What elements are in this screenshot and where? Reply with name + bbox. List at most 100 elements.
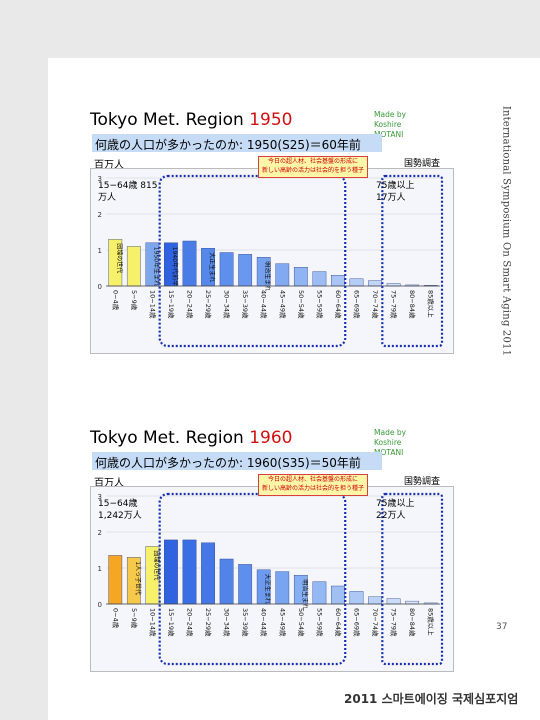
side-text: International Symposium On Smart Aging 2… xyxy=(500,105,512,357)
bar xyxy=(275,571,290,605)
elderly-label: 75歳以上 22万人 xyxy=(376,499,415,521)
x-tick-label: 15−19歳 xyxy=(167,608,176,637)
x-tick-label: 10−14歳 xyxy=(148,608,157,637)
bar-label: 明治生まれ xyxy=(264,261,272,291)
bar xyxy=(349,591,364,605)
bar-label: 1940年代前半 xyxy=(171,247,179,286)
x-tick-label: 10−14歳 xyxy=(148,290,157,319)
page-number: 37 xyxy=(496,622,508,632)
bar xyxy=(312,581,327,605)
x-tick-label: 20−24歳 xyxy=(186,290,195,319)
x-tick-label: 85歳以上 xyxy=(427,608,436,636)
census-label: 国勢調査 xyxy=(404,477,441,487)
x-tick-label: 40−44歳 xyxy=(260,290,269,319)
y-tick-label: 2 xyxy=(98,529,102,537)
red-note-box: 今日の超人材、社会基盤の形成に 新しい高齢の活力は社会的を担う種子 xyxy=(258,156,368,178)
question-bar: 何歳の人口が多かったのか: 1950(S25)＝60年前 xyxy=(92,134,382,152)
bar-label: 団塊の世代 xyxy=(152,550,160,580)
x-tick-label: 30−34歳 xyxy=(223,290,232,319)
bar xyxy=(126,246,141,287)
y-tick-label: 3 xyxy=(98,175,102,183)
bar xyxy=(238,254,253,287)
bar xyxy=(368,280,382,287)
x-tick-label: 70−74歳 xyxy=(371,608,380,637)
bar xyxy=(108,555,123,605)
elderly-highlight xyxy=(381,174,444,348)
footer-title: 2011 스마트에이징 국제심포지엄 xyxy=(344,692,519,706)
y-tick-label: 2 xyxy=(98,211,102,219)
x-tick-label: 45−49歳 xyxy=(278,290,287,319)
bar xyxy=(405,600,420,605)
working-age-highlight xyxy=(158,174,347,348)
unit-label: 百万人 xyxy=(94,160,124,171)
x-tick-label: 35−39歳 xyxy=(241,290,250,319)
y-tick-label: 1 xyxy=(98,565,102,573)
bar xyxy=(219,558,234,605)
slide-title: Tokyo Met. Region 1950 xyxy=(90,110,293,130)
x-tick-label: 40−44歳 xyxy=(260,608,269,637)
x-tick-label: 85歳以上 xyxy=(427,290,436,318)
x-tick-label: 45−49歳 xyxy=(278,608,287,637)
bar-label: 1人っ子世代 xyxy=(134,561,142,595)
y-tick-label: 1 xyxy=(98,247,102,255)
made-by: Made by Koshire MOTANI xyxy=(374,428,407,457)
x-tick-label: 65−69歳 xyxy=(353,290,362,319)
question-bar: 何歳の人口が多かったのか: 1960(S35)＝50年前 xyxy=(92,452,382,470)
slide-year: 1950 xyxy=(249,110,293,130)
unit-label: 百万人 xyxy=(94,478,124,489)
bar xyxy=(164,539,178,605)
y-tick-label: 0 xyxy=(98,601,102,609)
x-tick-label: 25−29歳 xyxy=(204,608,213,637)
elderly-label: 75歳以上 17万人 xyxy=(376,181,415,203)
x-tick-label: 55−59歳 xyxy=(315,290,324,319)
x-tick-label: 65−69歳 xyxy=(353,608,362,637)
bar-label: 1950年生まれ xyxy=(152,247,160,286)
x-tick-label: 50−54歳 xyxy=(297,608,306,637)
x-tick-label: 60−64歳 xyxy=(334,290,343,319)
x-tick-label: 55−59歳 xyxy=(315,608,324,637)
bar xyxy=(293,267,308,287)
x-tick-label: 60−64歳 xyxy=(334,608,343,637)
x-tick-label: 80−84歳 xyxy=(408,290,417,319)
x-tick-label: 75−79歳 xyxy=(390,290,399,319)
bar-label: 明治生まれ xyxy=(301,579,309,609)
slide-1960: Tokyo Met. Region 1960 Made by Koshire MOT… xyxy=(86,422,456,687)
bar xyxy=(331,585,345,605)
x-tick-label: 50−54歳 xyxy=(297,290,306,319)
bar-label: 大正生まれ xyxy=(264,574,272,604)
slide-title: Tokyo Met. Region 1960 xyxy=(90,428,293,448)
made-by: Made by Koshire MOTANI xyxy=(374,110,407,139)
y-tick-label: 3 xyxy=(98,493,102,501)
bar xyxy=(201,542,215,605)
x-tick-label: 75−79歳 xyxy=(390,608,399,637)
slide-year: 1960 xyxy=(249,428,293,448)
y-tick-label: 0 xyxy=(98,283,102,291)
x-tick-label: 30−34歳 xyxy=(223,608,232,637)
population-chart-1950: 0 1 2 3 団塊の世代 0−4歳 5−9歳 1950年生まれ 10−14歳 1940年代前半 1… xyxy=(98,174,444,348)
bar xyxy=(349,278,364,287)
bar-label: 大正生まれ xyxy=(208,252,216,282)
census-label: 国勢調査 xyxy=(404,159,441,169)
bar xyxy=(182,240,197,287)
slide-1950: Tokyo Met. Region 1950 Made by Koshire MOT… xyxy=(86,104,456,369)
bar xyxy=(312,271,327,287)
working-age-highlight xyxy=(158,492,347,666)
working-age-label: 15−64歳 815 万人 xyxy=(98,181,158,203)
x-tick-label: 25−29歳 xyxy=(204,290,213,319)
population-chart-1960: 0 1 2 3 0−4歳 1人っ子世代 5−9歳 団塊の世代 10−14歳 15−19歳 20−24… xyxy=(98,492,444,666)
bar xyxy=(368,596,382,605)
x-tick-label: 35−39歳 xyxy=(241,608,250,637)
bar xyxy=(182,539,197,605)
red-note-box: 今日の超人材、社会基盤の形成に 新しい高齢の活力は社会的を担う種子 xyxy=(258,474,368,496)
bar xyxy=(275,263,290,287)
x-tick-label: 0−4歳 xyxy=(111,608,120,629)
x-tick-label: 0−4歳 xyxy=(111,290,120,311)
elderly-highlight xyxy=(381,492,444,666)
working-age-label: 15−64歳 1,242万人 xyxy=(98,499,142,521)
bar xyxy=(386,598,401,605)
x-tick-label: 80−84歳 xyxy=(408,608,417,637)
x-tick-label: 20−24歳 xyxy=(186,608,195,637)
bar xyxy=(219,252,234,287)
bar xyxy=(331,274,345,287)
bar-label: 団塊の世代 xyxy=(115,243,123,273)
